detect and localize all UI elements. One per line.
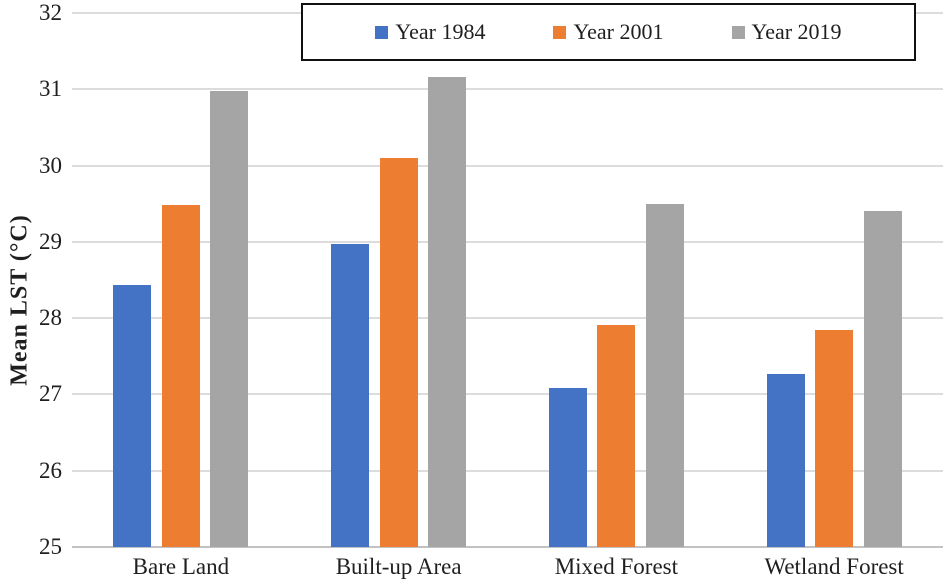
legend: Year 1984 Year 2001 Year 2019 [301,3,916,61]
y-tick-label-32: 32 [39,0,62,25]
legend-label-year-1984: Year 1984 [395,19,486,44]
bar-year-1984-wetland-forest [766,373,805,547]
bar-year-2001-wetland-forest [815,329,854,547]
legend-item-year-2019: Year 2019 [731,19,842,45]
y-tick-label-30: 30 [39,152,62,178]
bar-year-2019-bare-land [210,90,249,547]
gridline-27 [72,393,943,396]
bar-year-1984-bare-land [113,285,152,547]
plot-area [72,12,943,548]
legend-swatch-year-2001-icon [553,25,567,39]
gridline-29 [72,240,943,243]
gridline-28 [72,317,943,320]
bar-year-2001-mixed-forest [597,325,636,547]
x-axis-line [72,546,943,548]
bar-year-2019-mixed-forest [645,204,684,547]
gridline-26 [72,469,943,472]
y-axis-tick-labels: 25 26 27 28 29 30 31 32 [0,0,62,559]
legend-label-year-2001: Year 2001 [573,19,664,44]
x-axis-labels: Bare Land Built-up Area Mixed Forest Wet… [72,554,943,584]
legend-item-year-2001: Year 2001 [553,19,664,45]
legend-swatch-year-2019-icon [731,25,745,39]
y-tick-label-26: 26 [39,457,62,483]
x-axis-label-mixed-forest: Mixed Forest [554,554,679,579]
bar-year-2019-wetland-forest [863,211,902,547]
y-tick-label-29: 29 [39,228,62,254]
bar-year-2001-bare-land [161,205,200,547]
y-tick-label-27: 27 [39,381,62,407]
x-axis-label-built-up-area: Built-up Area [335,554,462,579]
x-axis-label-bare-land: Bare Land [132,554,230,579]
x-axis-label-wetland-forest: Wetland Forest [764,554,904,579]
bar-year-2001-built-up-area [379,157,418,547]
gridline-30 [72,164,943,167]
bar-year-1984-mixed-forest [548,387,587,547]
bar-year-1984-built-up-area [331,244,370,547]
legend-label-year-2019: Year 2019 [751,19,842,44]
gridline-31 [72,88,943,91]
legend-item-year-1984: Year 1984 [375,19,485,45]
y-tick-label-31: 31 [39,76,62,102]
legend-swatch-year-1984-icon [375,25,389,39]
y-tick-label-25: 25 [39,534,62,559]
y-tick-label-28: 28 [39,305,62,331]
bar-year-2019-built-up-area [428,77,467,547]
